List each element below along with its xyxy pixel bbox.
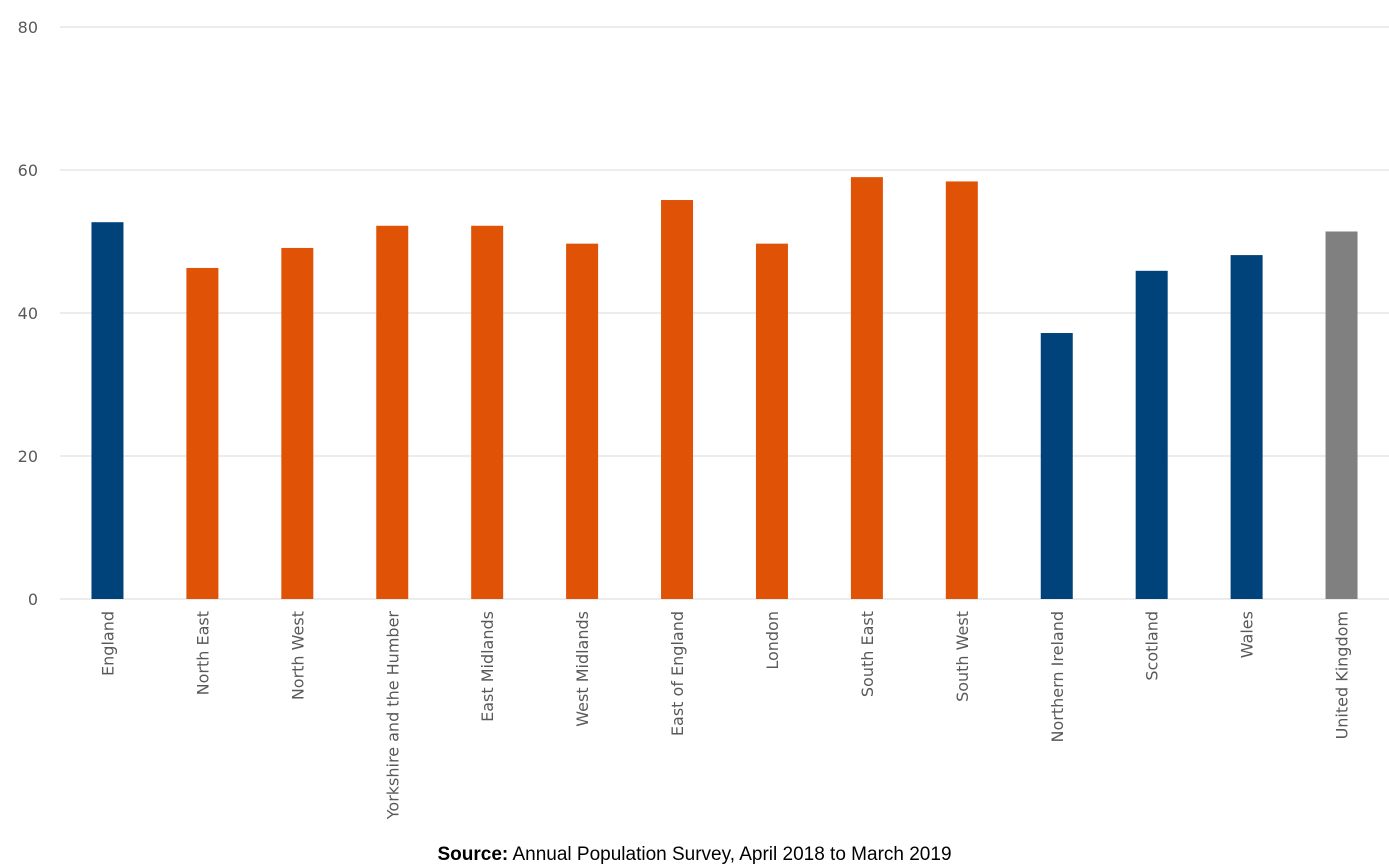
y-tick-label: 0 <box>28 590 38 609</box>
x-tick-label: West Midlands <box>573 611 592 727</box>
x-tick-label: United Kingdom <box>1333 611 1352 739</box>
y-tick-label: 40 <box>18 304 38 323</box>
x-tick-label: North West <box>288 611 307 700</box>
y-tick-label: 20 <box>18 447 38 466</box>
bar <box>850 177 883 599</box>
bars <box>91 177 1358 600</box>
bar <box>1135 270 1168 599</box>
bar <box>376 225 409 599</box>
bar <box>945 181 978 599</box>
bar <box>566 243 599 599</box>
source-note: Source: Annual Population Survey, April … <box>0 844 1389 866</box>
source-text: Annual Population Survey, April 2018 to … <box>508 844 952 865</box>
x-tick-label: Yorkshire and the Humber <box>383 611 402 821</box>
y-axis-tick-labels: 0 20 40 60 80 <box>18 18 38 609</box>
x-tick-label: South East <box>858 611 877 697</box>
bar <box>1230 255 1263 599</box>
x-tick-label: London <box>763 611 782 670</box>
x-tick-label: Scotland <box>1143 611 1162 681</box>
gridlines <box>60 26 1389 600</box>
bar <box>471 225 504 599</box>
bar <box>755 243 788 599</box>
x-axis-tick-labels: England North East North West Yorkshire and… <box>98 611 1351 821</box>
bar <box>1040 333 1073 599</box>
x-tick-label: South West <box>953 611 972 702</box>
x-tick-label: England <box>98 611 117 676</box>
x-tick-label: Northern Ireland <box>1048 611 1067 742</box>
bar <box>1325 231 1358 600</box>
bar <box>91 222 124 599</box>
bar <box>281 247 314 599</box>
y-tick-label: 60 <box>18 161 38 180</box>
bar <box>186 267 219 599</box>
source-label: Source: <box>437 844 509 865</box>
x-tick-label: East of England <box>668 611 687 736</box>
bar <box>661 200 694 599</box>
x-tick-label: East Midlands <box>478 611 497 722</box>
x-tick-label: North East <box>193 611 212 695</box>
y-tick-label: 80 <box>18 18 38 37</box>
x-tick-label: Wales <box>1238 611 1257 658</box>
